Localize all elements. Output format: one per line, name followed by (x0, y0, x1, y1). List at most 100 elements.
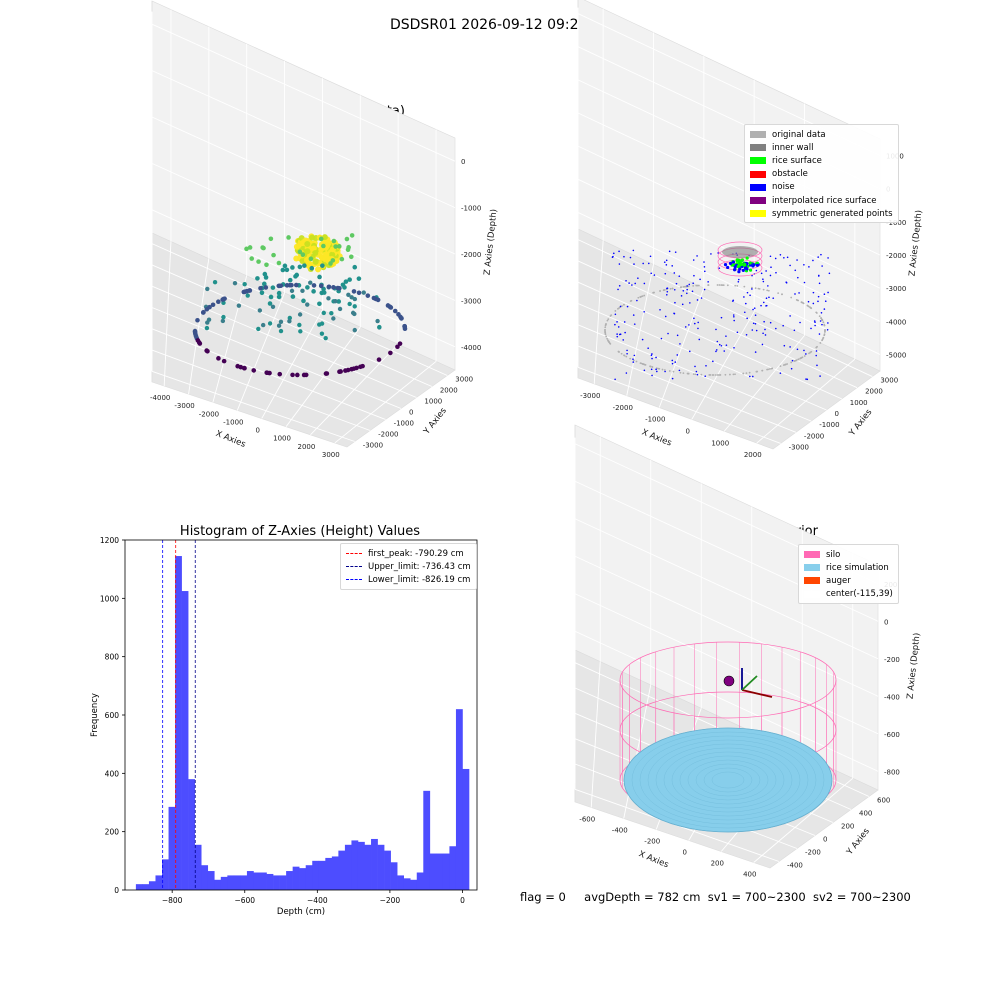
noise-point (779, 253, 782, 256)
grid-line (151, 162, 456, 301)
noise-point (768, 296, 770, 299)
data-point (333, 244, 338, 249)
data-point (261, 245, 266, 251)
rice-surface-point (737, 270, 741, 274)
noise-point (818, 282, 821, 285)
hist-bar (351, 840, 359, 890)
data-point (277, 371, 283, 377)
data-point (365, 293, 371, 298)
data-point (321, 310, 326, 316)
noise-point (625, 280, 627, 282)
noise-point (699, 278, 701, 281)
data-point (395, 344, 400, 350)
noise-point (634, 282, 637, 285)
noise-point (666, 290, 669, 293)
grid-line (577, 239, 873, 377)
data-point (808, 352, 810, 355)
z-tick-label: -5000 (886, 351, 906, 359)
noise-point (803, 281, 806, 284)
hist-bar (377, 844, 385, 890)
y-tick-label: 200 (105, 828, 120, 837)
grid-line (151, 285, 417, 398)
data-point (278, 328, 284, 334)
data-point (767, 289, 770, 292)
legend-swatch (750, 170, 766, 178)
y-tick-label: -1000 (394, 420, 414, 428)
data-point (259, 290, 265, 296)
data-point (300, 288, 305, 294)
noise-point (710, 253, 712, 255)
noise-point (684, 326, 687, 328)
noise-point (720, 316, 723, 319)
noise-point (786, 256, 789, 259)
data-point (714, 374, 717, 376)
noise-point (697, 321, 699, 324)
data-point (343, 279, 349, 284)
data-point (204, 325, 210, 331)
noise-point (793, 329, 796, 332)
data-point (617, 307, 619, 310)
data-point (246, 288, 252, 293)
noise-point (760, 304, 762, 307)
noise-point (614, 313, 617, 316)
noise-point (651, 353, 653, 355)
grid-line (753, 777, 854, 863)
data-point (349, 366, 354, 372)
data-point (342, 285, 347, 290)
data-point (249, 256, 255, 261)
grid-line (574, 518, 879, 660)
data-point (278, 319, 284, 324)
data-point (716, 284, 719, 286)
z-tick-label: -4000 (886, 318, 906, 326)
noise-point (751, 329, 754, 331)
noise-point (664, 370, 666, 373)
noise-point (813, 320, 816, 322)
x-tick-label: −600 (234, 896, 255, 905)
noise-point (650, 368, 653, 371)
legend-swatch (804, 577, 820, 585)
legend-label: auger (826, 575, 851, 586)
data-point (621, 305, 623, 307)
noise-point (700, 297, 703, 299)
legend-entry: auger (804, 574, 893, 587)
data-point (309, 234, 316, 241)
data-point (328, 261, 333, 266)
noise-point (674, 251, 677, 253)
noise-point (812, 259, 814, 262)
data-point (629, 357, 632, 360)
data-point (657, 367, 660, 370)
data-point (200, 310, 206, 315)
noise-point (626, 349, 628, 352)
panel3-legend: first_peak: -790.29 cm Upper_limit: -736… (340, 543, 477, 590)
noise-point (686, 285, 688, 287)
data-point (729, 373, 731, 376)
hist-bar (436, 853, 444, 890)
data-point (286, 235, 291, 240)
hist-bar (142, 884, 150, 890)
noise-point (799, 321, 801, 324)
hist-bar (455, 709, 463, 890)
noise-point (665, 264, 668, 266)
data-point (820, 317, 822, 320)
noise-point (794, 293, 796, 295)
data-point (720, 284, 723, 286)
legend-entry: interpolated rice surface (750, 194, 893, 207)
data-point (311, 283, 317, 288)
data-point (786, 363, 789, 365)
data-point (377, 324, 382, 330)
grid-line (151, 370, 355, 442)
noise-point (688, 350, 691, 353)
data-point (623, 354, 625, 357)
noise-point (696, 255, 698, 257)
data-point (297, 312, 303, 317)
data-point (661, 368, 664, 371)
data-point (402, 323, 407, 329)
noise-point (691, 290, 694, 293)
x-tick-label: 200 (711, 860, 724, 868)
hist-bar (233, 875, 241, 890)
noise-point (761, 343, 764, 346)
data-point (289, 288, 295, 294)
data-point (276, 283, 282, 289)
data-point (604, 329, 606, 332)
data-point (803, 355, 806, 357)
